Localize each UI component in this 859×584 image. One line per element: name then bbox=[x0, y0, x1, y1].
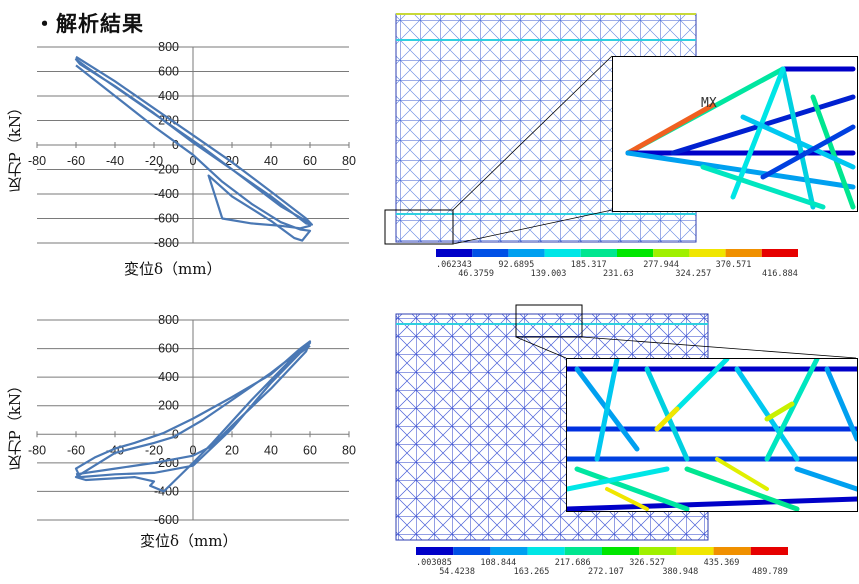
chart-1-xlabel: 変位δ（mm） bbox=[124, 260, 222, 278]
colorbar-label-upper: 217.686 bbox=[555, 558, 591, 568]
y-tick-label: 200 bbox=[158, 399, 179, 413]
colorbar-swatch bbox=[436, 249, 473, 257]
colorbar-label-lower: 380.948 bbox=[662, 567, 698, 577]
fem-zoom-inset-bottom bbox=[566, 358, 858, 512]
y-tick-label: -800 bbox=[154, 236, 179, 250]
colorbar-swatch bbox=[602, 547, 640, 555]
colorbar-label-upper: 185.317 bbox=[571, 260, 607, 270]
colorbar-swatch bbox=[527, 547, 565, 555]
y-tick-label: 800 bbox=[158, 313, 179, 327]
y-tick-label: -400 bbox=[154, 187, 179, 201]
colorbar-label-lower: 324.257 bbox=[675, 269, 711, 279]
colorbar-swatch bbox=[508, 249, 545, 257]
zoom-box-bottom bbox=[515, 304, 583, 338]
x-tick-label: 80 bbox=[342, 154, 356, 168]
y-tick-label: 400 bbox=[158, 89, 179, 103]
colorbar-label-lower: 163.265 bbox=[514, 567, 550, 577]
y-tick-label: 0 bbox=[172, 138, 179, 152]
colorbar-swatch bbox=[453, 547, 491, 555]
x-tick-label: 20 bbox=[225, 443, 239, 457]
chart-2-xlabel: 変位δ（mm） bbox=[140, 532, 238, 550]
colorbar-label-upper: 92.6895 bbox=[498, 260, 534, 270]
colorbar-swatch bbox=[580, 249, 617, 257]
colorbar-label-lower: 231.63 bbox=[603, 269, 634, 279]
colorbar-swatch bbox=[472, 249, 509, 257]
x-tick-label: -60 bbox=[67, 443, 85, 457]
colorbar-bottom: .003085 108.844 217.686 326.527 435.369 54.42… bbox=[416, 547, 788, 577]
colorbar-swatch bbox=[544, 249, 581, 257]
colorbar-swatch bbox=[653, 249, 690, 257]
colorbar-swatch bbox=[713, 547, 751, 555]
colorbar-swatch bbox=[564, 547, 602, 555]
y-tick-label: 200 bbox=[158, 114, 179, 128]
x-tick-label: -60 bbox=[67, 154, 85, 168]
colorbar-label-lower: 54.4238 bbox=[439, 567, 475, 577]
colorbar-label-lower: 416.884 bbox=[762, 269, 798, 279]
colorbar-swatch bbox=[490, 547, 528, 555]
colorbar-label-upper: 326.527 bbox=[629, 558, 665, 568]
x-tick-label: -20 bbox=[145, 154, 163, 168]
x-tick-label: 40 bbox=[264, 154, 278, 168]
y-tick-label: -600 bbox=[154, 212, 179, 226]
x-tick-label: -40 bbox=[106, 154, 124, 168]
x-tick-label: 0 bbox=[190, 443, 197, 457]
colorbar-swatch bbox=[617, 249, 654, 257]
colorbar-label-upper: 370.571 bbox=[716, 260, 752, 270]
zoom-box-top bbox=[384, 209, 454, 245]
colorbar-swatch bbox=[639, 547, 677, 555]
colorbar-swatch bbox=[676, 547, 714, 555]
y-tick-label: -200 bbox=[154, 163, 179, 177]
y-tick-label: 0 bbox=[172, 427, 179, 441]
series-line-2-0 bbox=[74, 340, 312, 493]
y-tick-label: -600 bbox=[154, 513, 179, 527]
colorbar-label-lower: 272.107 bbox=[588, 567, 624, 577]
mx-label-top: MX bbox=[701, 96, 717, 111]
colorbar-top: .062343 92.6895 185.317 277.944 370.571 46.37… bbox=[436, 249, 798, 279]
y-tick-label: 600 bbox=[158, 342, 179, 356]
colorbar-label-lower: 46.3759 bbox=[458, 269, 494, 279]
x-tick-label: -80 bbox=[28, 443, 46, 457]
y-tick-label: 400 bbox=[158, 370, 179, 384]
fem-model-top: MX .062343 92.6895 185.317 277.944 370.571 46… bbox=[380, 0, 859, 290]
colorbar-label-lower: 139.003 bbox=[531, 269, 567, 279]
y-tick-label: 800 bbox=[158, 40, 179, 54]
x-tick-label: -20 bbox=[145, 443, 163, 457]
y-tick-label: -400 bbox=[154, 484, 179, 498]
x-tick-label: 60 bbox=[303, 443, 317, 457]
fem-zoom-inset-top: MX bbox=[612, 56, 858, 212]
colorbar-label-upper: 108.844 bbox=[480, 558, 516, 568]
fem-model-bottom: .003085 108.844 217.686 326.527 435.369 54.42… bbox=[380, 300, 859, 584]
colorbar-swatch bbox=[689, 249, 726, 257]
colorbar-swatch bbox=[725, 249, 762, 257]
x-tick-label: 40 bbox=[264, 443, 278, 457]
chart-1-ylabel: 反力P（kN） bbox=[6, 100, 24, 193]
x-tick-label: 60 bbox=[303, 154, 317, 168]
x-tick-label: 0 bbox=[190, 154, 197, 168]
colorbar-swatch bbox=[761, 249, 798, 257]
colorbar-label-upper: .003085 bbox=[416, 558, 452, 568]
colorbar-swatch bbox=[416, 547, 454, 555]
y-tick-label: 600 bbox=[158, 65, 179, 79]
series-line-1-0 bbox=[74, 55, 313, 242]
section-heading: ・解析結果 bbox=[34, 12, 144, 36]
x-tick-label: 80 bbox=[342, 443, 356, 457]
colorbar-label-upper: 435.369 bbox=[704, 558, 740, 568]
chart-2-ylabel: 反力P（kN） bbox=[6, 378, 24, 471]
colorbar-label-lower: 489.789 bbox=[752, 567, 788, 577]
colorbar-swatch bbox=[750, 547, 788, 555]
x-tick-label: -80 bbox=[28, 154, 46, 168]
colorbar-label-upper: .062343 bbox=[436, 260, 472, 270]
colorbar-label-upper: 277.944 bbox=[643, 260, 679, 270]
